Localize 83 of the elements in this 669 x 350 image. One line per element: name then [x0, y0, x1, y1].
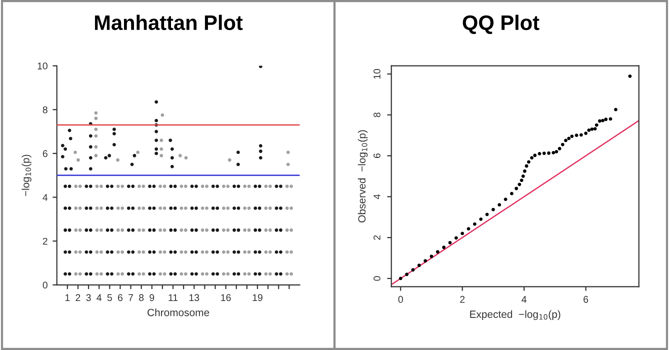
point: [473, 222, 476, 226]
point: [552, 151, 556, 154]
point: [504, 198, 508, 202]
point: [530, 156, 534, 160]
chart-title: Manhattan Plot: [95, 14, 243, 30]
x-tick-label: 7: [128, 294, 133, 301]
point: [405, 272, 408, 276]
point: [598, 119, 602, 123]
point: [538, 152, 542, 156]
point: [430, 254, 434, 258]
x-tick-label: 1: [65, 294, 70, 301]
point: [520, 178, 524, 182]
point: [510, 192, 514, 196]
x-tick-label: 16: [221, 294, 231, 302]
point: [564, 138, 568, 142]
point: [436, 250, 440, 254]
point: [593, 127, 597, 130]
x-axis-title: Chromosome: [148, 308, 210, 316]
y-tick-label: 2: [374, 235, 380, 240]
point: [448, 240, 452, 244]
point: [560, 142, 564, 146]
y-tick-label: 8: [374, 112, 380, 118]
point: [521, 174, 525, 178]
x-tick-label: 5: [107, 294, 112, 302]
point: [547, 151, 550, 155]
point: [514, 186, 518, 190]
point: [454, 236, 458, 240]
x-tick-label: 4: [96, 294, 102, 301]
point: [604, 118, 608, 122]
point: [527, 160, 530, 164]
point: [466, 227, 470, 230]
y-tick-label: 6: [42, 150, 48, 158]
y-tick-label: 4: [42, 194, 48, 201]
y-tick-label: 8: [42, 106, 48, 114]
x-tick-label: 4: [522, 296, 526, 303]
x-tick-label: 0: [398, 296, 403, 303]
y-axis-title: Observed −log$_{10}$(p): [358, 130, 368, 222]
point: [628, 74, 632, 78]
point: [601, 118, 604, 122]
point: [594, 123, 598, 127]
point: [533, 154, 537, 158]
point: [522, 169, 526, 173]
point: [424, 259, 428, 263]
point: [584, 132, 588, 135]
x-tick-label: 2: [76, 294, 80, 301]
x-axis-title: Expected −log$_{10}$(p): [470, 310, 560, 320]
x-tick-label: 6: [584, 296, 588, 303]
point: [614, 108, 618, 112]
point: [579, 133, 583, 137]
x-tick-label: 3: [86, 294, 91, 302]
point: [460, 232, 464, 236]
point: [574, 134, 578, 138]
x-tick-label: 9: [150, 294, 154, 302]
point: [442, 246, 446, 250]
point: [518, 182, 522, 186]
point: [567, 136, 571, 140]
y-tick-label: 10: [38, 62, 48, 70]
chart-title: QQ Plot: [462, 14, 540, 34]
point: [492, 208, 495, 212]
point: [411, 268, 415, 272]
x-tick-label: 19: [252, 294, 262, 302]
y-tick-label: 0: [42, 282, 48, 289]
x-tick-label: 6: [118, 294, 122, 302]
point: [398, 276, 402, 280]
point: [542, 152, 546, 156]
y-tick-label: 6: [374, 154, 380, 158]
point: [554, 150, 558, 154]
y-tick-label: 4: [374, 194, 380, 200]
x-tick-label: 11: [168, 294, 178, 301]
x-tick-label: 2: [460, 296, 465, 303]
y-tick-label: 0: [374, 276, 380, 281]
point: [558, 146, 562, 150]
point: [498, 203, 502, 207]
point: [590, 127, 594, 131]
point: [587, 128, 591, 132]
x-tick-label: 13: [189, 294, 200, 302]
point: [479, 217, 483, 221]
point: [417, 264, 421, 268]
x-tick-label: 8: [139, 294, 144, 302]
point: [570, 134, 574, 138]
y-tick-label: 10: [374, 68, 380, 79]
y-axis-title: −log$_{10}$(p): [22, 154, 32, 196]
y-tick-label: 2: [42, 238, 48, 245]
